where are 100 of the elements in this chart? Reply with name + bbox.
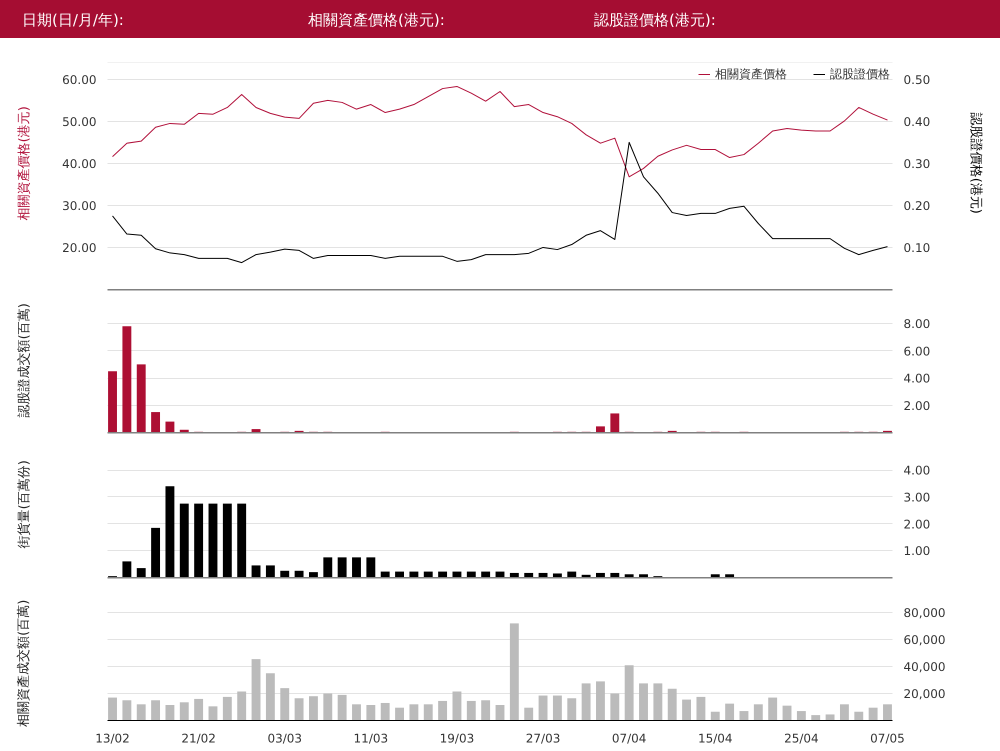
bar [409, 704, 418, 720]
bar [122, 700, 132, 720]
y2-tick-label: 0.40 [904, 114, 930, 129]
bar [180, 702, 189, 720]
bar [768, 698, 778, 720]
y-tick-label: 8.00 [904, 317, 930, 332]
bar [796, 711, 806, 720]
y-tick-label: 50.00 [62, 114, 97, 129]
legend-label: 認股證價格 [830, 66, 890, 82]
legend-label: 相關資產價格 [715, 66, 787, 82]
bar [610, 413, 620, 432]
bar [496, 704, 504, 720]
bar [567, 698, 576, 720]
x-tick-label: 07/04 [612, 732, 646, 746]
bar [108, 698, 117, 720]
bar [338, 694, 347, 720]
bar [653, 683, 662, 720]
bar [682, 700, 692, 720]
y2-axis-title: 認股證價格(港元) [967, 112, 984, 214]
bar [481, 700, 490, 720]
bar [639, 683, 648, 720]
bar [610, 694, 620, 720]
bar [668, 688, 677, 720]
bar [252, 429, 260, 432]
y-tick-label: 2.00 [904, 398, 930, 413]
bar [596, 681, 605, 720]
text: 認股證價格(港元): [594, 10, 716, 31]
bar [582, 683, 591, 720]
bar [868, 708, 878, 720]
bar [782, 706, 792, 720]
bar [366, 704, 376, 720]
bar [466, 700, 476, 720]
bar [854, 712, 864, 720]
bar [754, 704, 763, 720]
y-tick-label: 40,000 [904, 660, 946, 674]
y-tick-label: 80,000 [904, 606, 946, 620]
y-tick-label: 60.00 [62, 72, 97, 87]
y-tick-label: 20.00 [62, 240, 97, 255]
bar [438, 700, 448, 720]
bar [252, 659, 260, 720]
bar [510, 623, 519, 720]
bar [538, 696, 548, 720]
bar [352, 704, 361, 720]
y-axis-title: 認股證成交額(百萬) [16, 303, 33, 418]
bar [165, 704, 174, 720]
y2-tick-label: 0.50 [904, 72, 930, 87]
bar [725, 704, 734, 720]
bar [266, 673, 275, 720]
x-tick-label: 21/02 [181, 732, 216, 746]
bar [395, 708, 404, 720]
bar [237, 691, 246, 720]
bar [108, 371, 117, 432]
y-axis-title: 街貨量(百萬份) [16, 460, 33, 549]
y-tick-label: 40.00 [62, 156, 97, 171]
bar [165, 422, 174, 432]
y-tick-label: 30.00 [62, 198, 97, 213]
bar [424, 704, 433, 720]
bar [294, 698, 304, 720]
bar [826, 714, 835, 720]
bar [710, 712, 720, 720]
y2-tick-label: 0.30 [904, 156, 930, 171]
bar [208, 706, 218, 720]
y-tick-label: 20,000 [904, 687, 946, 702]
bar [122, 326, 132, 432]
y-tick-label: 4.00 [904, 372, 930, 386]
bar [151, 700, 160, 720]
x-tick-label: 13/02 [95, 732, 130, 746]
y-tick-label: 2.00 [904, 517, 930, 532]
x-tick-label: 15/04 [698, 732, 733, 746]
bar [323, 694, 332, 720]
bar [151, 412, 160, 432]
bar [280, 688, 290, 720]
x-tick-label: 27/03 [526, 732, 560, 746]
x-tick-label: 11/03 [354, 732, 388, 746]
x-tick-label: 25/04 [784, 732, 819, 746]
text: 日期(日/月/年): [22, 10, 124, 31]
bar [452, 691, 462, 720]
y-tick-label: 1.00 [904, 544, 930, 558]
y-tick-label: 6.00 [904, 344, 930, 358]
bar [308, 696, 318, 720]
bar [624, 665, 634, 720]
bar [596, 426, 605, 432]
bar [840, 704, 849, 720]
bar [524, 708, 534, 720]
x-tick-label: 19/03 [440, 732, 474, 746]
bar [552, 696, 562, 720]
bar [740, 711, 748, 720]
bar [136, 704, 146, 720]
bar [380, 702, 390, 720]
bar [222, 696, 232, 720]
bar [136, 364, 146, 432]
y-axis-title: 相關資產成交額(百萬) [16, 600, 33, 728]
y-axis-title: 相關資產價格(港元) [16, 106, 33, 221]
y-tick-label: 3.00 [904, 490, 930, 504]
x-tick-label: 03/03 [267, 732, 302, 746]
y2-tick-label: 0.10 [904, 240, 930, 255]
y2-tick-label: 0.20 [904, 198, 930, 213]
bar [883, 704, 892, 720]
text: 相關資產價格(港元): [308, 10, 445, 31]
bar [194, 698, 204, 720]
